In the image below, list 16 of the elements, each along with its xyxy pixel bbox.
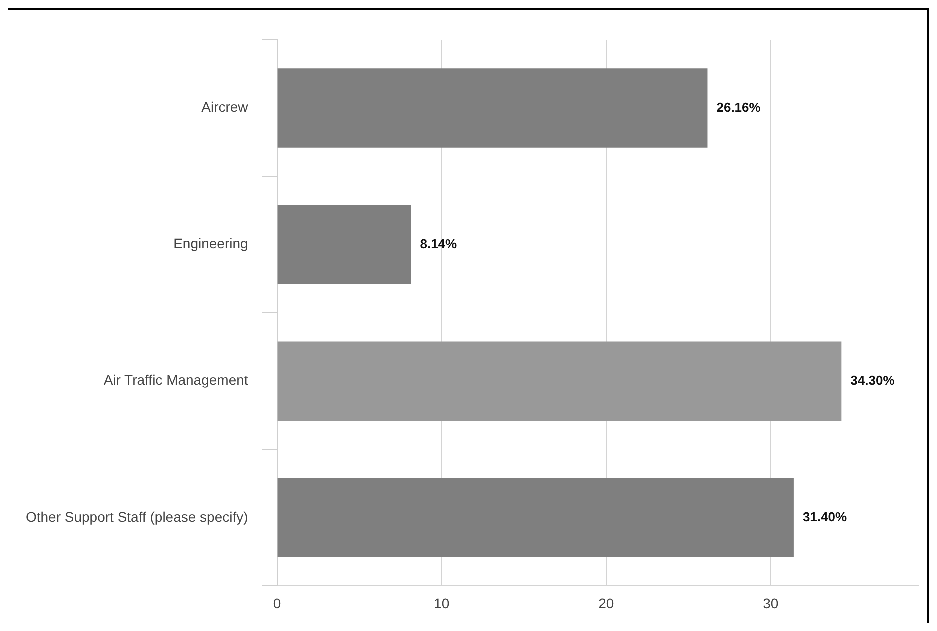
data-label: 34.30% — [850, 372, 896, 388]
y-tick-label: Engineering — [174, 236, 248, 252]
x-tick-label: 30 — [763, 595, 779, 612]
data-label: 31.40% — [802, 510, 848, 525]
bar — [278, 478, 794, 558]
data-label: 26.16% — [716, 100, 762, 115]
y-tick-label: Air Traffic Management — [104, 372, 248, 388]
data-label: 8.14% — [420, 236, 458, 252]
bar — [278, 68, 708, 148]
y-tick-label: Aircrew — [202, 99, 250, 116]
bar — [278, 205, 412, 284]
x-tick-label: 10 — [434, 595, 450, 612]
y-tick-label: Other Support Staff (please specify) — [26, 508, 248, 525]
x-tick-label: 20 — [598, 595, 614, 612]
x-tick-label: 0 — [273, 595, 282, 612]
bar — [278, 342, 842, 421]
